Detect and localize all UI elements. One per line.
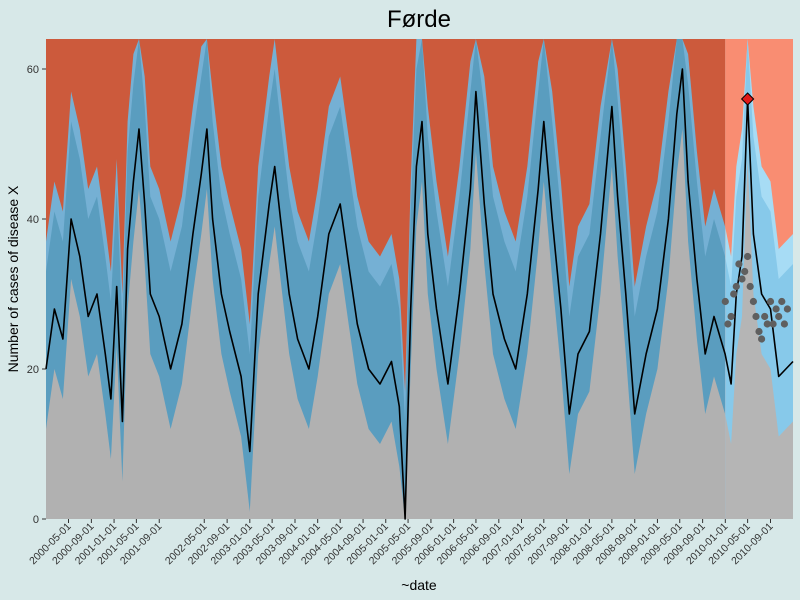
scatter-point-15 xyxy=(763,320,771,328)
alert-marker-0 xyxy=(740,92,755,106)
scatter-point-3 xyxy=(730,290,738,298)
scatter-point-6 xyxy=(738,275,746,283)
scatter-point-12 xyxy=(755,327,763,336)
series-line xyxy=(45,68,794,520)
scatter-point-5 xyxy=(735,260,743,268)
scatter-point-20 xyxy=(778,297,786,306)
scatter-point-13 xyxy=(758,335,766,343)
scatter-point-8 xyxy=(744,252,752,261)
scatter-point-2 xyxy=(727,312,735,321)
scatter-point-11 xyxy=(752,312,760,321)
scatter-point-7 xyxy=(741,267,749,276)
scatter-point-19 xyxy=(775,312,783,321)
y-axis-title: Number of cases of disease X xyxy=(5,185,21,372)
scatter-point-9 xyxy=(746,282,754,291)
scatter-point-22 xyxy=(783,305,792,313)
scatter-point-0 xyxy=(721,297,729,306)
scatter-point-21 xyxy=(780,320,789,328)
scatter-point-10 xyxy=(749,297,758,306)
y-tick-label-0: 0 xyxy=(33,514,39,526)
scatter-point-14 xyxy=(761,312,769,321)
x-axis: 2000-05-012000-09-012001-01-012001-05-01… xyxy=(27,519,776,567)
scatter-point-17 xyxy=(769,320,777,328)
chart-title: Førde xyxy=(387,6,451,33)
y-tick-label-3: 60 xyxy=(27,64,39,76)
scatter-point-4 xyxy=(732,282,740,291)
scatter-point-16 xyxy=(766,297,775,306)
y-tick-label-1: 20 xyxy=(27,364,39,376)
band-group-hist xyxy=(46,39,726,519)
band-low-hist xyxy=(46,129,726,519)
y-axis: 0 20 40 60 xyxy=(27,64,46,526)
y-tick-label-2: 40 xyxy=(27,214,39,226)
plot-area xyxy=(45,39,794,520)
scatter-point-18 xyxy=(772,305,780,313)
x-axis-title: ~date xyxy=(401,577,437,593)
scatter-point-1 xyxy=(724,320,732,328)
